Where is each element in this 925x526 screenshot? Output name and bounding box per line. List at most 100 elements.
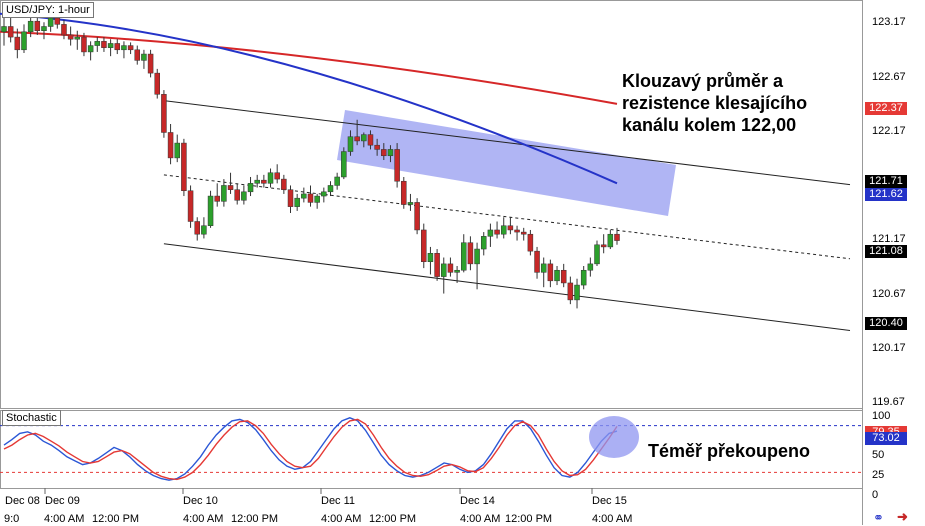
link-icon[interactable]: ⚭ <box>873 510 884 525</box>
candle-body <box>341 151 347 178</box>
candle-body <box>227 185 234 190</box>
candle-body <box>527 233 534 252</box>
candle-body <box>434 253 440 277</box>
candle-body <box>267 172 274 184</box>
candle-body <box>301 193 307 199</box>
candle-body <box>134 49 141 61</box>
candle-body <box>534 250 540 273</box>
annotation-line-1: Klouzavý průměr a <box>622 71 784 91</box>
channel-lower-line <box>163 243 851 331</box>
sma-slow-line <box>0 30 618 105</box>
candle-body <box>560 269 567 284</box>
candle-body <box>574 284 580 301</box>
candle-body <box>214 195 220 202</box>
candle-body <box>254 179 260 184</box>
time-label: 12:00 PM <box>231 513 279 525</box>
candle-body <box>381 149 387 157</box>
candle-body <box>607 233 614 248</box>
candle-body <box>147 53 154 74</box>
candle-body <box>554 269 560 282</box>
indicator-title[interactable]: Stochastic <box>2 410 61 426</box>
candle-body <box>87 45 94 53</box>
candle-body <box>194 221 200 235</box>
candle-body <box>241 191 247 201</box>
candle-body <box>81 36 87 53</box>
candle-body <box>234 189 240 201</box>
candle-body <box>520 231 527 235</box>
stoch-line-stoch_d <box>3 418 618 481</box>
time-label: 12:00 PM <box>369 513 417 525</box>
symbol-title[interactable]: USD/JPY: 1-hour <box>2 2 94 18</box>
candle-body <box>547 263 554 282</box>
time-label: 4:00 AM <box>321 513 362 525</box>
time-label: 4:00 AM <box>183 513 224 525</box>
arrow-icon[interactable]: ➜ <box>897 509 908 524</box>
candle-body <box>1 26 7 33</box>
price-badge-channel-top: 121.71 <box>865 175 907 188</box>
candle-body <box>181 142 187 192</box>
candle-body <box>114 43 121 51</box>
candle-body <box>187 190 194 222</box>
candle-body <box>474 248 480 265</box>
candle-body <box>7 26 14 38</box>
candle-body <box>427 253 434 263</box>
price-tick: 122.67 <box>872 71 906 83</box>
price-tick: 122.17 <box>872 125 906 137</box>
candle-body <box>307 193 314 203</box>
candle-body <box>261 179 267 184</box>
candle-body <box>454 269 460 273</box>
stoch-tick: 25 <box>872 469 885 481</box>
time-label: 4:00 AM <box>460 513 501 525</box>
candle-body <box>614 233 620 241</box>
candle-body <box>374 144 380 150</box>
date-label: Dec 11 <box>321 495 356 507</box>
candle-body <box>467 242 474 265</box>
candle-body <box>361 134 367 142</box>
candle-body <box>394 149 400 182</box>
candle-body <box>61 24 67 36</box>
price-tick: 121.17 <box>872 233 906 245</box>
candle-body <box>461 242 467 271</box>
candle-body <box>221 185 227 202</box>
annotation-line-2: rezistence klesajícího <box>622 93 808 113</box>
candle-body <box>74 36 81 40</box>
price-badge-current: 121.08 <box>865 245 907 258</box>
candle-body <box>594 244 600 265</box>
time-label: 4:00 AM <box>592 513 633 525</box>
candle-body <box>347 136 354 152</box>
date-label: Dec 09 <box>45 495 80 507</box>
candle-body <box>580 269 587 286</box>
candle-body <box>367 134 374 146</box>
candle-body <box>34 20 41 31</box>
candle-body <box>67 34 74 40</box>
price-tick: 123.17 <box>872 16 906 28</box>
candle-body <box>141 53 147 61</box>
candle-body <box>514 229 520 233</box>
candle-body <box>321 191 327 197</box>
candle-body <box>567 282 574 301</box>
resistance-highlight-box <box>337 110 676 216</box>
candle-body <box>201 225 207 235</box>
candle-body <box>207 195 214 226</box>
candle-body <box>94 41 101 46</box>
candle-body <box>407 202 414 205</box>
price-badge-channel-bottom: 120.40 <box>865 317 907 330</box>
channel-upper-line <box>163 100 851 186</box>
candle-body <box>54 17 61 25</box>
candle-body <box>101 41 107 48</box>
candle-body <box>587 263 594 271</box>
candle-body <box>334 176 340 186</box>
candle-body <box>441 263 447 277</box>
price-tick: 120.67 <box>872 288 906 300</box>
candle-body <box>127 45 134 51</box>
stoch-line-stoch_k <box>3 417 618 481</box>
candle-body <box>387 149 394 157</box>
date-label: Dec 15 <box>592 495 627 507</box>
date-label: Dec 14 <box>460 495 495 507</box>
candle-body <box>421 229 427 263</box>
candle-body <box>294 197 300 207</box>
candle-body <box>27 20 34 33</box>
candle-body <box>121 45 127 51</box>
date-label: Dec 08 <box>5 495 40 507</box>
candle-body <box>47 17 54 27</box>
